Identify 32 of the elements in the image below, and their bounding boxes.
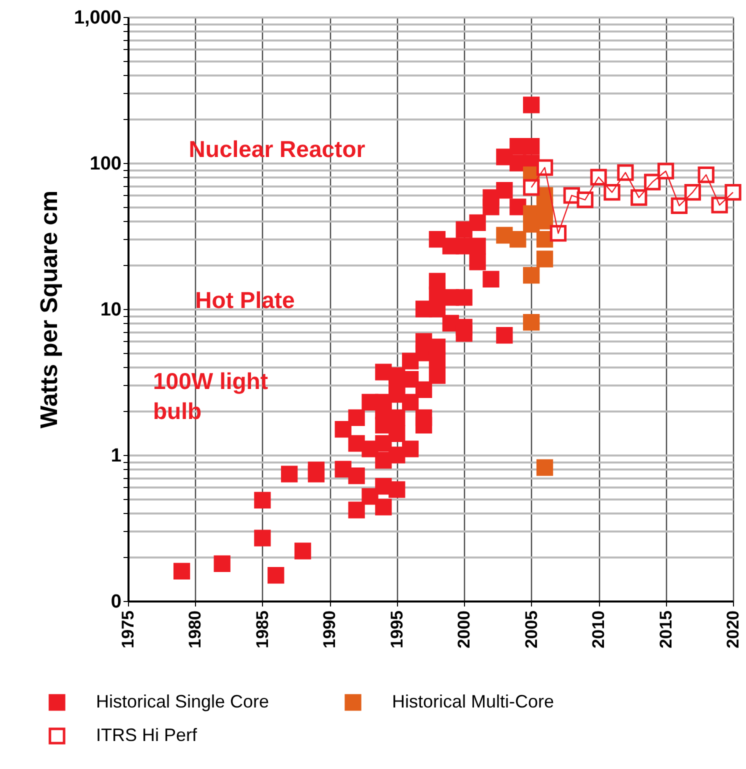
point <box>724 184 742 201</box>
x-tick-label: 1980 <box>186 610 205 648</box>
point <box>576 191 594 208</box>
point <box>523 179 540 196</box>
point <box>523 267 540 284</box>
point <box>510 231 526 248</box>
point <box>536 250 554 268</box>
point <box>536 459 554 476</box>
legend-label: Historical Single Core <box>96 691 270 712</box>
x-tick-label: 1995 <box>387 610 406 648</box>
y-tick-label: 100 <box>90 154 122 174</box>
point <box>523 314 540 331</box>
point <box>670 197 688 214</box>
y-axis-title: Watts per Square cm <box>36 190 63 428</box>
point <box>550 224 567 242</box>
x-tick-label: 2010 <box>589 610 608 648</box>
legend-label: Historical Multi-Core <box>392 691 554 712</box>
y-tick-label: 10 <box>100 300 122 320</box>
y-tick-label: 1,000 <box>74 8 122 28</box>
y-tick-label: 1 <box>110 446 122 466</box>
x-tick-label: 1990 <box>320 610 340 648</box>
x-tick-label: 1975 <box>118 610 138 648</box>
legend-label: ITRS Hi Perf <box>96 725 198 745</box>
y-tick-label: 0 <box>110 592 122 612</box>
annotation: 100W light bulb <box>153 368 268 424</box>
point <box>698 166 714 184</box>
point <box>536 159 554 176</box>
x-tick-label: 1985 <box>252 610 272 648</box>
x-tick-label: 2020 <box>724 610 742 648</box>
x-tick-label: 2005 <box>522 610 541 648</box>
x-tick-label: 2015 <box>656 610 676 648</box>
x-tick-label: 2000 <box>454 610 474 648</box>
